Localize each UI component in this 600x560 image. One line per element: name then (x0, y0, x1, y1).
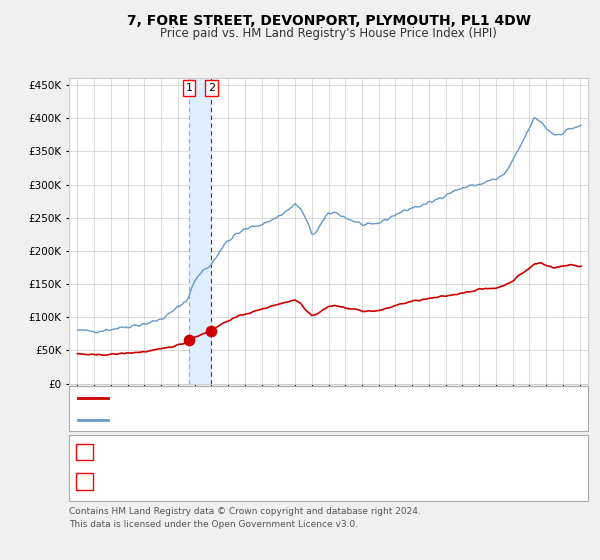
Text: 7, FORE STREET, DEVONPORT, PLYMOUTH, PL1 4DW (detached house): 7, FORE STREET, DEVONPORT, PLYMOUTH, PL1… (112, 393, 478, 403)
Text: 03-JAN-2003: 03-JAN-2003 (115, 477, 185, 487)
Text: 7, FORE STREET, DEVONPORT, PLYMOUTH, PL1 4DW: 7, FORE STREET, DEVONPORT, PLYMOUTH, PL1… (127, 14, 531, 28)
Text: £65,000: £65,000 (304, 447, 350, 457)
Text: Price paid vs. HM Land Registry's House Price Index (HPI): Price paid vs. HM Land Registry's House … (160, 27, 497, 40)
Text: 2: 2 (208, 83, 215, 93)
Point (184, 336, 194, 345)
Text: 54% ↓ HPI: 54% ↓ HPI (465, 477, 525, 487)
Text: 1: 1 (81, 447, 88, 457)
Text: 49% ↓ HPI: 49% ↓ HPI (465, 447, 525, 457)
Text: £80,000: £80,000 (304, 477, 350, 487)
Text: This data is licensed under the Open Government Licence v3.0.: This data is licensed under the Open Gov… (69, 520, 358, 529)
Text: 31-AUG-2001: 31-AUG-2001 (113, 447, 187, 457)
Text: HPI: Average price, detached house, City of Plymouth: HPI: Average price, detached house, City… (112, 415, 392, 425)
Bar (189, 78, 211, 384)
Text: 1: 1 (185, 83, 193, 93)
Text: Contains HM Land Registry data © Crown copyright and database right 2024.: Contains HM Land Registry data © Crown c… (69, 507, 421, 516)
Point (206, 326, 216, 335)
Text: 2: 2 (81, 477, 88, 487)
